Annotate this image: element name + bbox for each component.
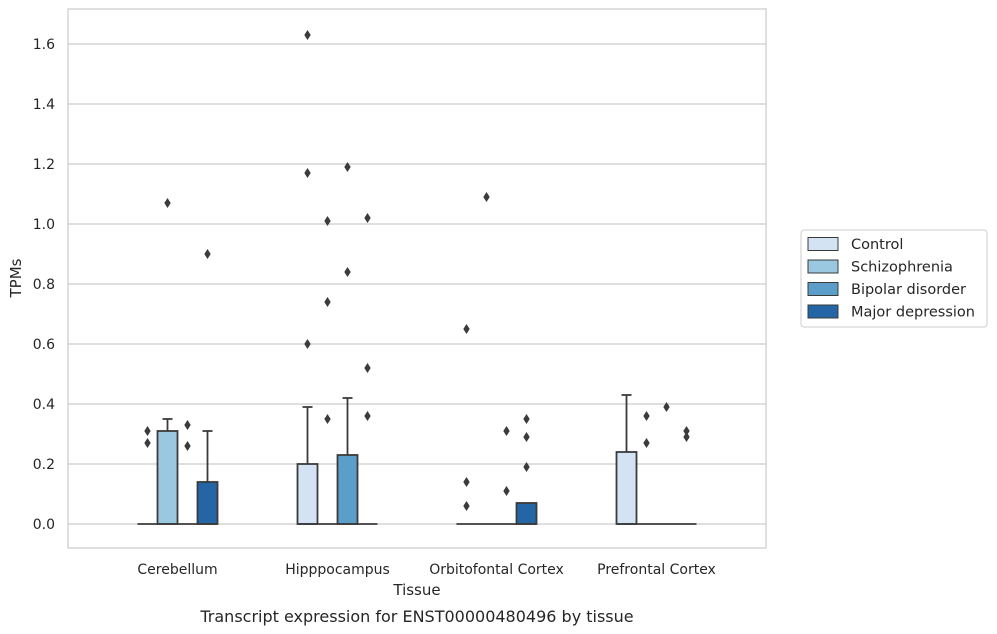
outlier-point [643, 438, 650, 448]
box-group [515, 502, 538, 525]
y-tick-label: 1.0 [33, 217, 55, 233]
plot-frame [67, 8, 767, 549]
chart-caption: Transcript expression for ENST0000048049… [199, 607, 633, 626]
x-tick-label: Hipppocampus [285, 562, 390, 578]
y-tick-label: 1.6 [33, 37, 55, 53]
outlier-point [344, 162, 351, 172]
box [336, 454, 359, 525]
outlier-point [523, 462, 530, 472]
x-tick-label: Orbitofontal Cortex [429, 562, 564, 578]
y-tick-label: 1.4 [33, 97, 55, 113]
legend-label: Bipolar disorder [851, 282, 966, 298]
y-tick-label: 0.6 [33, 337, 55, 353]
y-axis-ticks: 0.0 0.2 0.4 0.6 0.8 1.0 1.2 1.4 1.6 [33, 37, 55, 533]
outlier-point [463, 477, 470, 487]
legend-label: Control [851, 237, 903, 253]
outlier-point [184, 420, 191, 430]
outlier-point [523, 432, 530, 442]
box [615, 451, 638, 525]
legend-swatch [807, 282, 839, 296]
outlier-point [164, 198, 171, 208]
outlier-point [683, 426, 690, 436]
outlier-point [364, 411, 371, 421]
box [196, 481, 219, 525]
x-axis-ticks: Cerebellum Hipppocampus Orbitofontal Corte… [137, 562, 715, 578]
outlier-point [643, 411, 650, 421]
y-tick-label: 0.8 [33, 277, 55, 293]
outlier-point [503, 486, 510, 496]
outlier-point [144, 438, 151, 448]
legend-frame [800, 229, 988, 328]
outlier-point [463, 501, 470, 511]
outlier-point [304, 339, 311, 349]
outlier-point [523, 414, 530, 424]
outlier-point [144, 426, 151, 436]
outlier-point [304, 30, 311, 40]
box [515, 502, 538, 525]
legend-swatch [807, 304, 839, 319]
outlier-point [204, 249, 211, 259]
outlier-point [683, 432, 690, 442]
gridlines [68, 43, 766, 525]
boxes [137, 394, 697, 525]
y-tick-label: 0.2 [33, 457, 55, 473]
y-tick-label: 0.4 [33, 397, 55, 413]
outlier-point [364, 363, 371, 373]
legend-swatch [807, 237, 839, 251]
outlier-point [483, 192, 490, 202]
box-group [336, 397, 359, 525]
box-group [156, 418, 179, 525]
box-group [296, 406, 319, 525]
legend-label: Major depression [851, 305, 975, 321]
y-tick-label: 1.2 [33, 157, 55, 173]
legend: Control Schizophrenia Bipolar disorder Majo… [800, 229, 988, 328]
y-axis-label: TPMs [7, 258, 25, 298]
legend-swatch [807, 259, 839, 274]
x-tick-label: Cerebellum [137, 562, 217, 578]
box [296, 463, 319, 525]
x-axis-label: Tissue [392, 581, 440, 599]
outlier-point [324, 297, 331, 307]
outlier-point [324, 216, 331, 226]
outlier-point [324, 414, 331, 424]
y-tick-label: 0.0 [33, 517, 55, 533]
x-tick-label: Prefrontal Cortex [597, 562, 716, 578]
outlier-point [344, 267, 351, 277]
outlier-point [304, 168, 311, 178]
box-group [615, 394, 638, 525]
outlier-point [463, 324, 470, 334]
outliers [144, 30, 690, 511]
outlier-point [663, 402, 670, 412]
outlier-point [184, 441, 191, 451]
box-group [196, 430, 219, 525]
box [156, 430, 179, 525]
outlier-point [503, 426, 510, 436]
outlier-point [364, 213, 371, 223]
legend-label: Schizophrenia [851, 260, 953, 276]
